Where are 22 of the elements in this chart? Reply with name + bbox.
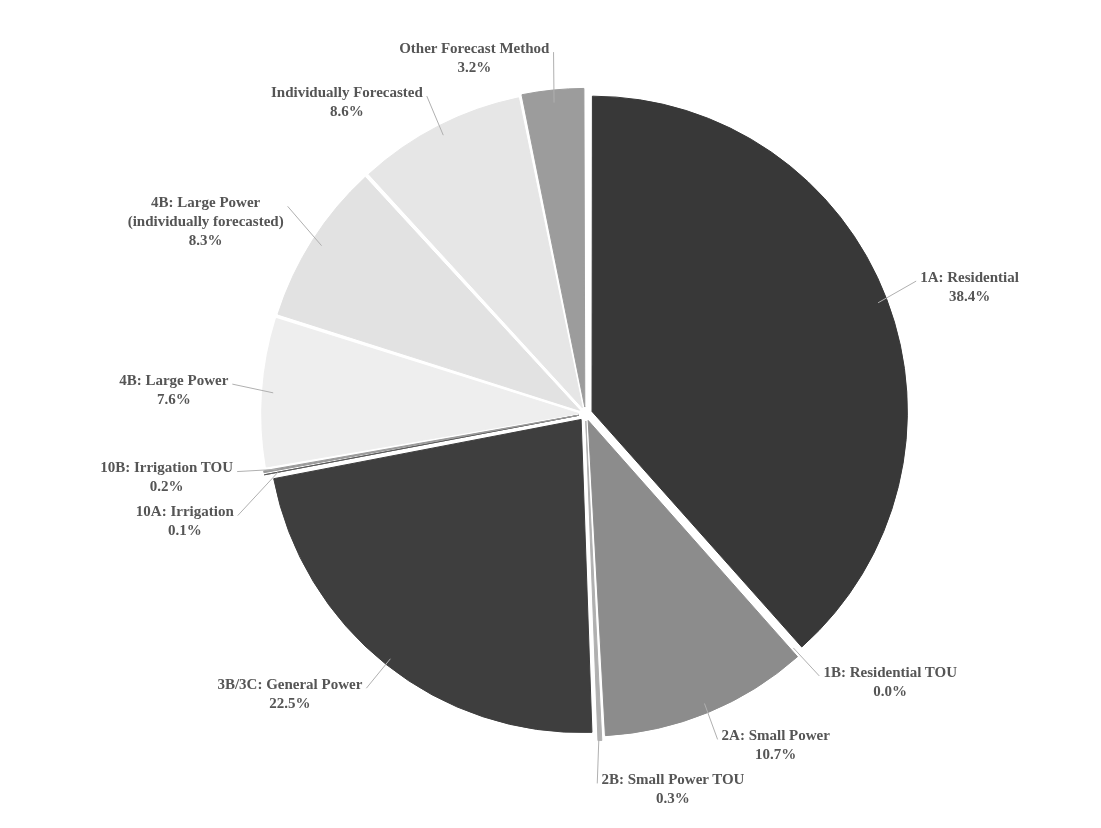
data-label: 38.4% — [948, 287, 991, 304]
slice-label: 4B: Large Power (individually forecasted) — [127, 194, 284, 231]
data-label: 7.6% — [156, 390, 191, 407]
slice-label: Other Forecast Method — [399, 39, 551, 56]
data-label: 8.3% — [188, 232, 223, 249]
text: 0.0% — [873, 682, 908, 699]
data-label: 8.6% — [330, 102, 364, 119]
slice-label: 10B: Irrigation TOU — [100, 459, 234, 476]
slice-label: 4B: Large Power — [119, 371, 229, 388]
slice-label: Individually Forecasted — [271, 83, 424, 100]
slice-label: 2A: Small Power — [721, 727, 831, 744]
slice-label: 1A: Residential — [920, 268, 1019, 285]
data-label: 0.1% — [167, 522, 202, 539]
slice-label: 2B: Small Power TOU — [601, 771, 745, 788]
slice-label: 10A: Irrigation — [135, 503, 235, 520]
data-label: 22.5% — [269, 694, 311, 711]
data-label: 10.7% — [755, 746, 797, 763]
data-label: 3.2% — [457, 58, 492, 75]
legend-label: 1B: Residential TOU — [823, 663, 958, 680]
slice-label: 3B/3C: General Power — [217, 675, 363, 692]
data-label: 0.3% — [656, 790, 690, 807]
data-label: 0.2% — [149, 478, 184, 495]
